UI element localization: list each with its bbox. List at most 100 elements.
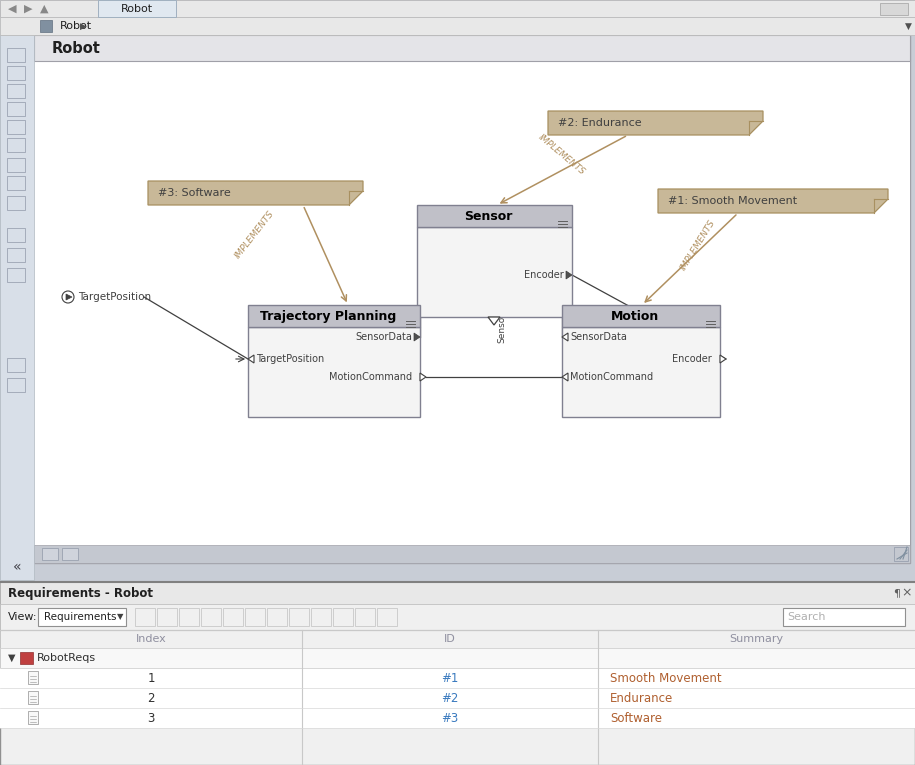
Bar (28, 711, 38, 724)
Text: Requirements - Robot: Requirements - Robot (8, 587, 153, 600)
Bar (7, 158, 25, 172)
Bar (28, 671, 38, 684)
Bar (40, 20, 52, 32)
Text: Endurance: Endurance (610, 692, 673, 705)
Text: #2: Endurance: #2: Endurance (558, 118, 641, 128)
Text: ▲: ▲ (39, 4, 48, 14)
Bar (7, 358, 25, 372)
Text: MotionCommand: MotionCommand (570, 372, 653, 382)
Bar (62, 548, 78, 560)
Bar (417, 227, 572, 317)
Text: 3: 3 (147, 711, 155, 724)
Text: #3: Software: #3: Software (158, 188, 231, 198)
Circle shape (491, 285, 497, 289)
Text: Search: Search (787, 612, 825, 622)
Bar (7, 66, 25, 80)
Text: Software: Software (610, 711, 662, 724)
Polygon shape (248, 355, 254, 363)
Bar (894, 547, 908, 561)
Circle shape (62, 291, 74, 303)
Bar (38, 608, 126, 626)
Text: Requirements: Requirements (44, 612, 116, 622)
Bar (0, 17, 915, 35)
Bar (7, 196, 25, 210)
Text: 1: 1 (147, 672, 155, 685)
Bar (289, 608, 309, 626)
Bar (7, 84, 25, 98)
Bar (7, 120, 25, 134)
Text: SensorData: SensorData (570, 332, 627, 342)
Bar (0, 648, 915, 668)
Bar (34, 61, 910, 545)
Text: Robot: Robot (121, 4, 153, 14)
Text: Summary: Summary (729, 634, 783, 644)
Text: #3: #3 (441, 711, 458, 724)
Bar (0, 708, 915, 728)
Text: #1: #1 (441, 672, 458, 685)
Text: #2: #2 (441, 692, 458, 705)
Bar (562, 305, 720, 327)
Bar (201, 608, 221, 626)
Text: ¶: ¶ (894, 588, 900, 598)
Text: ▶: ▶ (24, 4, 32, 14)
Text: 2: 2 (147, 692, 155, 705)
Bar (333, 608, 353, 626)
Text: ▼: ▼ (905, 21, 911, 31)
Bar (28, 691, 38, 704)
Bar (157, 608, 177, 626)
Text: #1: Smooth Movement: #1: Smooth Movement (668, 196, 797, 206)
Bar (0, 630, 915, 648)
Polygon shape (562, 333, 568, 341)
Bar (135, 608, 155, 626)
Bar (7, 248, 25, 262)
Text: MotionCommand: MotionCommand (328, 372, 412, 382)
Polygon shape (66, 294, 72, 300)
Bar (7, 378, 25, 392)
Bar (42, 548, 58, 560)
Bar (0, 35, 34, 580)
Bar (417, 205, 572, 227)
Bar (7, 176, 25, 190)
Bar (34, 35, 910, 563)
Polygon shape (420, 373, 426, 381)
Text: Robot: Robot (52, 41, 101, 56)
Text: ◀: ◀ (7, 4, 16, 14)
Text: «: « (13, 560, 21, 574)
Text: IMPLEMENTS: IMPLEMENTS (537, 133, 587, 177)
Bar (0, 668, 915, 688)
Bar (245, 608, 265, 626)
Bar (267, 608, 287, 626)
Text: Index: Index (135, 634, 167, 644)
Bar (20, 652, 33, 664)
Polygon shape (488, 317, 500, 325)
Bar (248, 305, 420, 327)
Bar (0, 582, 915, 765)
Polygon shape (548, 111, 763, 135)
Text: Robot: Robot (60, 21, 92, 31)
Bar (0, 582, 915, 604)
Bar (311, 608, 331, 626)
Polygon shape (566, 271, 572, 279)
Text: Sensor: Sensor (464, 210, 512, 223)
Polygon shape (658, 189, 888, 213)
Bar (223, 608, 243, 626)
Bar (34, 35, 910, 61)
Bar (0, 688, 915, 708)
Text: IMPLEMENTS: IMPLEMENTS (679, 218, 717, 272)
Text: SensorData: SensorData (497, 291, 506, 343)
Text: SensorData: SensorData (355, 332, 412, 342)
Text: TargetPosition: TargetPosition (256, 354, 324, 364)
Bar (0, 0, 915, 17)
Bar (7, 138, 25, 152)
Text: RobotReqs: RobotReqs (37, 653, 96, 663)
Bar (98, 0, 176, 17)
Bar (880, 3, 908, 15)
Text: ▼: ▼ (117, 613, 124, 621)
Text: ×: × (902, 587, 912, 600)
Text: View:: View: (8, 612, 38, 622)
Bar (7, 228, 25, 242)
Text: ▼: ▼ (8, 653, 16, 663)
Text: Encoder: Encoder (524, 270, 564, 280)
Polygon shape (148, 181, 363, 205)
Text: Trajectory Planning: Trajectory Planning (260, 310, 396, 323)
